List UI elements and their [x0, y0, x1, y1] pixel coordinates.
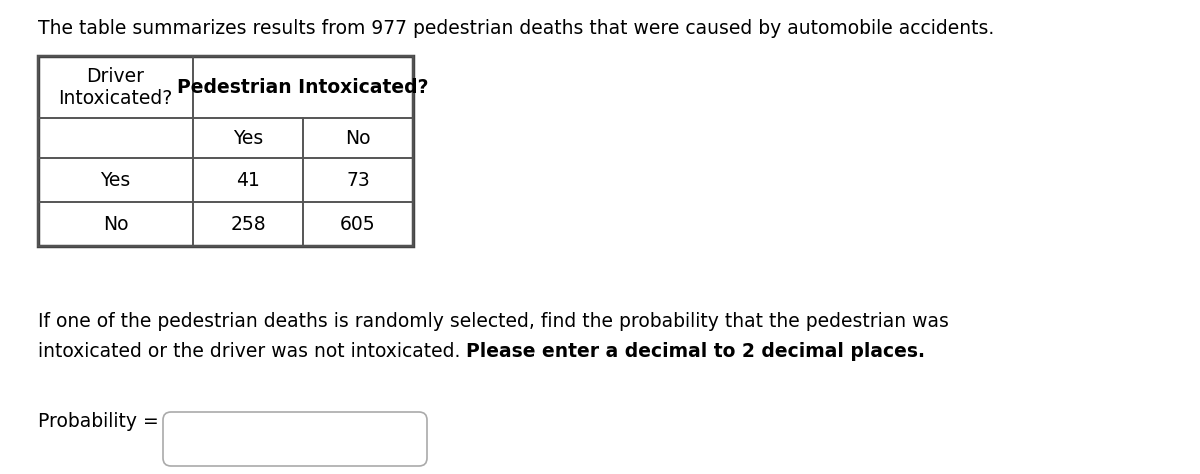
Bar	[302, 158, 413, 202]
Text: No: No	[346, 128, 371, 147]
Bar	[38, 118, 193, 158]
Text: 258: 258	[230, 215, 266, 234]
FancyBboxPatch shape	[163, 412, 427, 466]
Text: If one of the pedestrian deaths is randomly selected, find the probability that : If one of the pedestrian deaths is rando…	[38, 312, 949, 331]
Text: Driver
Intoxicated?: Driver Intoxicated?	[59, 66, 173, 108]
Text: 73: 73	[346, 171, 370, 190]
Bar	[38, 56, 413, 246]
Bar	[38, 202, 193, 246]
Bar	[193, 56, 413, 118]
Text: Please enter a decimal to 2 decimal places.: Please enter a decimal to 2 decimal plac…	[467, 342, 925, 361]
Text: Probability =: Probability =	[38, 412, 158, 431]
Bar	[38, 158, 193, 202]
Bar	[302, 118, 413, 158]
Bar	[193, 118, 304, 158]
Text: No: No	[103, 215, 128, 234]
Bar	[193, 158, 304, 202]
Text: 41: 41	[236, 171, 260, 190]
Bar	[302, 202, 413, 246]
Text: Pedestrian Intoxicated?: Pedestrian Intoxicated?	[178, 78, 428, 97]
Text: Yes: Yes	[233, 128, 263, 147]
Bar	[193, 202, 304, 246]
Text: Yes: Yes	[101, 171, 131, 190]
Text: The table summarizes results from 977 pedestrian deaths that were caused by auto: The table summarizes results from 977 pe…	[38, 19, 995, 38]
Text: intoxicated or the driver was not intoxicated.: intoxicated or the driver was not intoxi…	[38, 342, 467, 361]
Bar	[38, 56, 193, 118]
Text: 605: 605	[340, 215, 376, 234]
